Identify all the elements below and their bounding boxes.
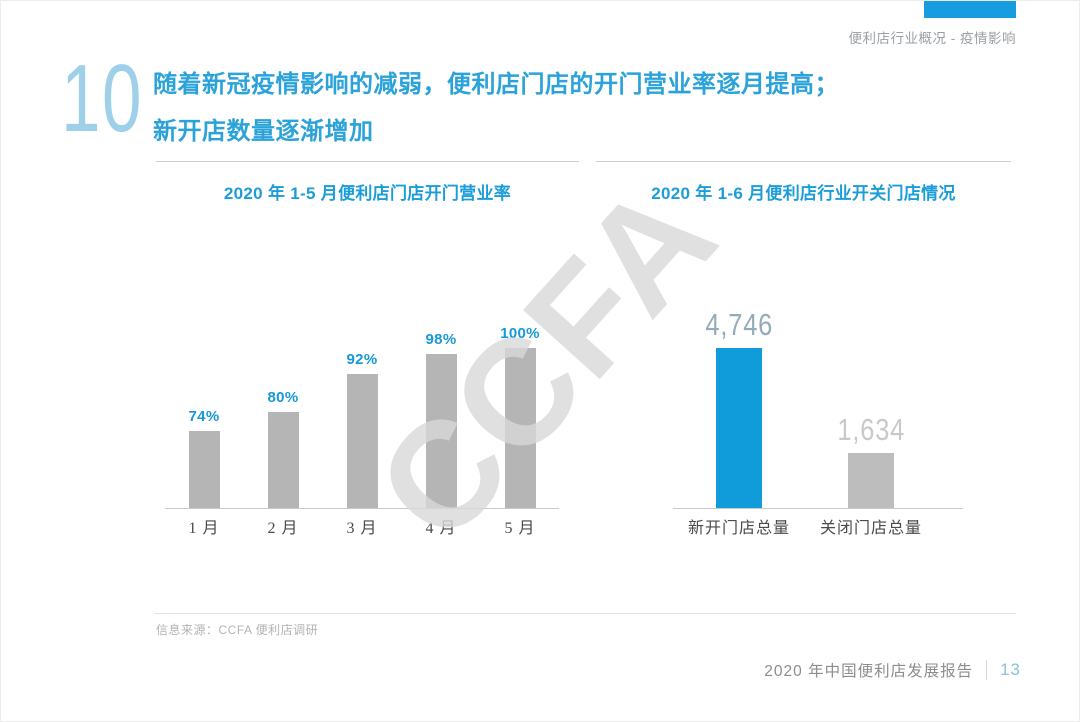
right-chart-divider [596,161,1011,162]
bar-column: 98% 4 月 [410,309,472,537]
section-breadcrumb: 便利店行业概况 - 疫情影响 [848,31,1016,46]
page-footer: 2020 年中国便利店发展报告 13 [764,659,1021,681]
bar-value-label: 1,634 [837,411,905,447]
bar-column: 92% 3 月 [331,309,393,537]
category-label: 2 月 [267,520,299,537]
bar-value-label: 100% [500,325,540,342]
open-close-chart-title: 2020 年 1-6 月便利店行业开关门店情况 [651,184,956,203]
category-label: 新开门店总量 [687,520,791,537]
bar-value-label: 98% [425,331,457,349]
bar-column: 100% 5 月 [489,309,551,537]
open-close-bar-chart: 4,746 新开门店总量 1,634 关闭门店总量 [673,307,963,537]
bar-value-label: 80% [267,389,299,406]
page-number: 13 [1000,660,1021,679]
page-title: 随着新冠疫情影响的减弱，便利店门店的开门营业率逐月提高； 新开店数量逐渐增加 [153,61,839,155]
data-source-note: 信息来源：CCFA 便利店调研 [156,623,319,637]
bar [716,348,762,508]
left-chart-divider [156,161,579,162]
footer-separator [986,660,988,680]
category-label: 4 月 [425,520,457,537]
slide-number: 10 [61,45,143,152]
category-label: 3 月 [346,520,378,537]
bar-column: 4,746 新开门店总量 [677,307,801,537]
bar [504,348,536,508]
bar [188,431,220,508]
bar-column: 1,634 关闭门店总量 [809,309,933,537]
bar-column: 74% 1 月 [173,309,235,537]
bar [425,354,457,508]
bar-value-label: 92% [346,350,378,368]
bar [267,412,299,508]
opening-rate-bar-chart: 74% 1 月 80% 2 月 92% 3 月 98% 4 月 100% 5 月 [165,309,559,537]
header-accent-bar [924,1,1016,18]
page-title-line-2: 新开店数量逐渐增加 [153,118,374,145]
category-label: 1 月 [188,520,220,537]
category-label: 关闭门店总量 [819,520,923,537]
opening-rate-chart-title: 2020 年 1-5 月便利店门店开门营业率 [223,184,512,203]
category-label: 5 月 [504,520,536,537]
bar-value-label: 74% [188,408,220,426]
bar [848,452,894,508]
bar-column: 80% 2 月 [252,309,314,537]
bar [346,373,378,508]
bar-value-label: 4,746 [705,307,773,342]
report-title: 2020 年中国便利店发展报告 [764,663,974,680]
source-divider [154,613,1016,614]
page-title-line-1: 随着新冠疫情影响的减弱，便利店门店的开门营业率逐月提高； [153,71,839,98]
